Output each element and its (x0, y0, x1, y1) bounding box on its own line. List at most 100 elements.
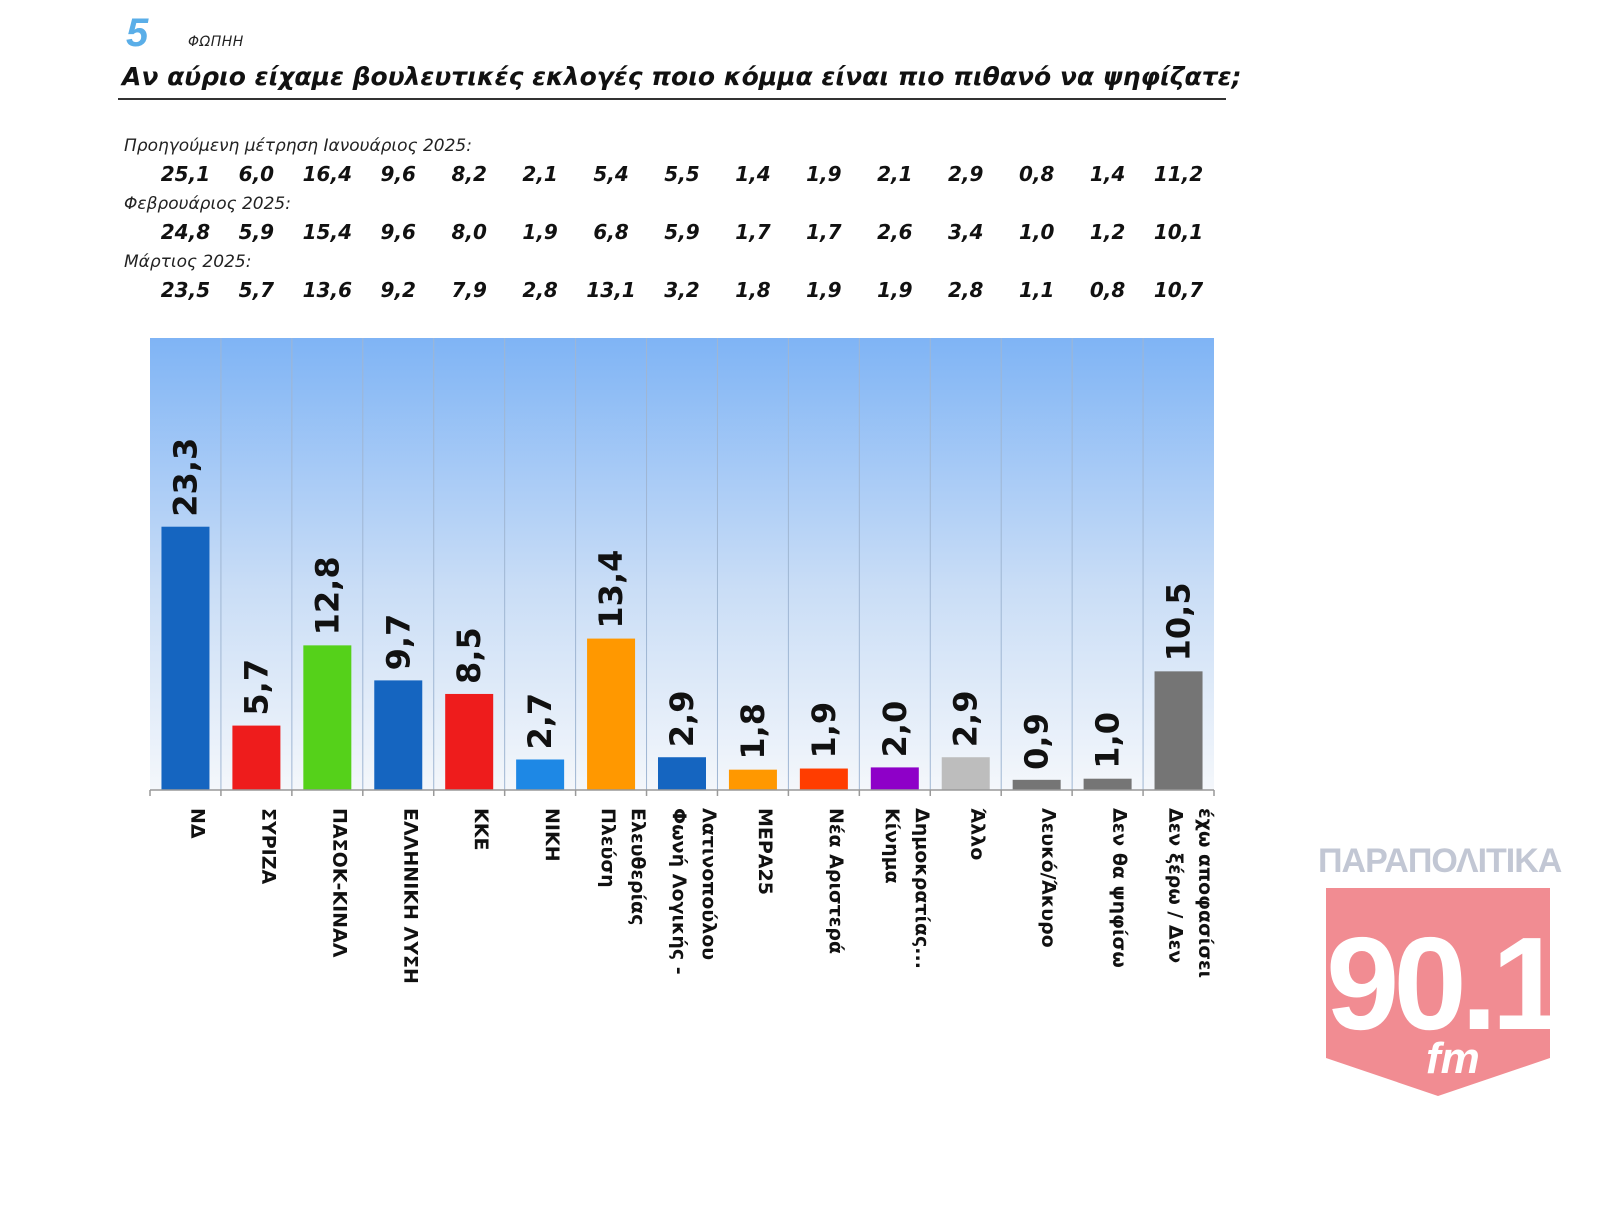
previous-value: 5,7 (238, 278, 275, 302)
previous-value: 23,5 (160, 278, 211, 302)
previous-value: 5,9 (664, 220, 700, 244)
previous-value: 1,9 (806, 278, 842, 302)
previous-value: 2,6 (877, 220, 913, 244)
category-label: Λευκό/Άκυρο (1038, 808, 1060, 948)
previous-value: 1,9 (877, 278, 913, 302)
data-label: 2,0 (876, 701, 914, 758)
previous-value: 1,4 (1089, 162, 1126, 186)
watermark-station-name: ΠΑΡΑΠΟΛΙΤΙΚΑ (1318, 842, 1562, 880)
previous-value: 13,1 (586, 278, 636, 302)
previous-value: 13,6 (302, 278, 352, 302)
category-label: Δεν ξέρω / Δεν (1165, 808, 1187, 963)
previous-value: 10,1 (1153, 220, 1204, 244)
title-underline (118, 98, 1226, 100)
category-label: Λατινοπούλου (698, 808, 720, 960)
x-ticks (149, 790, 1215, 796)
previous-value: 1,2 (1089, 220, 1126, 244)
bar (1083, 778, 1132, 790)
previous-value: 1,7 (806, 220, 842, 244)
data-label: 8,5 (450, 627, 488, 684)
data-label: 2,9 (663, 691, 701, 748)
previous-value: 2,9 (948, 162, 984, 186)
previous-row-label: Φεβρουάριος 2025: (124, 194, 291, 214)
chart-title: Αν αύριο είχαμε βουλευτικές εκλογές ποιο… (122, 62, 1242, 91)
previous-value: 3,4 (948, 220, 984, 244)
category-label: ΠΑΣΟΚ-ΚΙΝΑΛ (328, 808, 350, 958)
previous-value: 11,2 (1153, 162, 1204, 186)
bar (728, 769, 777, 790)
bar (941, 757, 990, 790)
previous-value: 15,4 (302, 220, 352, 244)
previous-value: 3,2 (664, 278, 700, 302)
bar (658, 757, 706, 790)
bars (161, 526, 1203, 790)
previous-value: 1,8 (735, 278, 771, 302)
category-label: Κίνημα (881, 808, 903, 884)
previous-value: 0,8 (1089, 278, 1126, 302)
data-label: 2,7 (521, 693, 559, 750)
previous-value: 1,4 (735, 162, 771, 186)
bar (516, 759, 565, 790)
value-labels: 23,3 5,7 12,8 9,7 8,5 2,7 13,4 2,9 1,8 1,9 2,0 2,9 0… (166, 438, 1197, 770)
category-label: ΝΔ (186, 808, 208, 839)
data-label: 12,8 (308, 556, 346, 635)
data-label: 10,5 (1160, 582, 1198, 661)
bar (445, 693, 494, 790)
bar (1012, 779, 1061, 790)
category-label: Νέα Αριστερά (825, 808, 847, 954)
previous-value: 8,2 (451, 162, 487, 186)
category-label: έχω αποφασίσει (1195, 808, 1217, 978)
bar (587, 638, 636, 790)
category-label: Δεν θα ψηφίσω (1109, 808, 1131, 968)
previous-value: 9,6 (380, 220, 416, 244)
bar (303, 645, 352, 790)
previous-value: 10,7 (1153, 278, 1204, 302)
watermark-frequency: 90.1 (1326, 910, 1565, 1057)
bar (374, 680, 423, 790)
previous-value: 7,9 (451, 278, 487, 302)
category-label: Δημοκρατίας... (911, 808, 933, 969)
previous-value: 2,8 (522, 278, 558, 302)
data-label: 1,8 (734, 703, 772, 760)
bar (870, 767, 919, 790)
previous-value: 0,8 (1018, 162, 1055, 186)
previous-value: 5,5 (664, 162, 700, 186)
previous-value: 25,1 (160, 162, 211, 186)
data-label: 2,9 (947, 691, 985, 748)
column-dividers (220, 338, 1144, 790)
previous-value: 16,4 (302, 162, 352, 186)
data-label: 0,9 (1018, 713, 1056, 770)
previous-value: 6,0 (238, 162, 275, 186)
radio-watermark: ΠΑΡΑΠΟΛΙΤΙΚΑ 90.1 fm (1318, 842, 1565, 1096)
data-label: 13,4 (592, 550, 630, 629)
previous-value: 2,8 (948, 278, 984, 302)
watermark-fm: fm (1426, 1034, 1480, 1083)
previous-value: 6,8 (593, 220, 629, 244)
category-label: ΚΚΕ (470, 808, 492, 850)
category-label: Πλεύση (597, 808, 619, 888)
previous-value: 1,9 (806, 162, 842, 186)
data-label: 23,3 (166, 438, 204, 517)
previous-value: 24,8 (160, 220, 211, 244)
previous-value: 5,4 (593, 162, 629, 186)
category-labels: ΝΔ ΣΥΡΙΖΑ ΠΑΣΟΚ-ΚΙΝΑΛ ΕΛΛΗΝΙΚΗ ΛΥΣΗ ΚΚΕ ΝΙΚΗ Π… (186, 808, 1216, 984)
category-label: ΝΙΚΗ (541, 808, 563, 862)
previous-value: 8,0 (451, 220, 487, 244)
logo-number: 5 (126, 14, 149, 50)
previous-row-label: Προηγούμενη μέτρηση Ιανουάριος 2025: (124, 136, 472, 156)
previous-value: 2,1 (877, 162, 913, 186)
previous-value: 2,1 (522, 162, 558, 186)
previous-value: 1,0 (1018, 220, 1055, 244)
category-label: Φωνή Λογικής - (668, 808, 690, 975)
previous-row-label: Μάρτιος 2025: (124, 252, 252, 272)
logo-word: ΦΩΠΗΗ (188, 34, 244, 50)
previous-value: 1,9 (522, 220, 558, 244)
channel-5-logo: 5 (126, 14, 149, 50)
category-label: Ελευθερίας (627, 808, 649, 925)
previous-value: 9,6 (380, 162, 416, 186)
previous-value: 5,9 (238, 220, 275, 244)
bar (161, 526, 210, 790)
data-label: 1,9 (805, 702, 843, 759)
bar (1154, 671, 1203, 790)
